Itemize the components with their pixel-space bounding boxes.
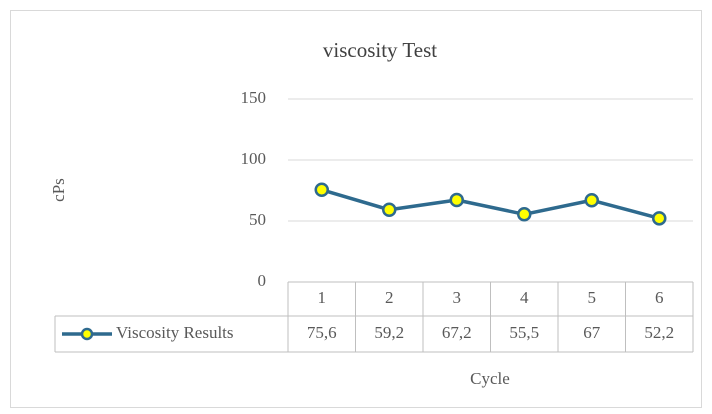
marker <box>652 211 667 226</box>
x-tick-label: 2 <box>385 288 394 307</box>
chart-title: viscosity Test <box>323 38 437 62</box>
y-tick-label: 100 <box>241 149 267 168</box>
x-tick-label: 6 <box>655 288 664 307</box>
x-tick-label: 3 <box>453 288 462 307</box>
table-value: 67,2 <box>442 323 472 342</box>
table-value: 52,2 <box>644 323 674 342</box>
x-axis-label: Cycle <box>470 369 510 388</box>
legend-label: Viscosity Results <box>116 323 234 342</box>
y-tick-label: 150 <box>241 88 267 107</box>
y-tick-label: 50 <box>249 210 266 229</box>
legend-marker <box>80 327 94 341</box>
marker <box>584 193 599 208</box>
x-tick-label: 1 <box>318 288 327 307</box>
y-axis-label: cPs <box>49 178 68 202</box>
table-value: 55,5 <box>509 323 539 342</box>
y-tick-label: 0 <box>258 271 267 290</box>
marker <box>517 207 532 222</box>
table-value: 59,2 <box>374 323 404 342</box>
x-tick-label: 4 <box>520 288 529 307</box>
marker <box>314 182 329 198</box>
table-value: 67 <box>583 323 601 342</box>
series-line <box>321 188 660 221</box>
x-tick-label: 5 <box>588 288 597 307</box>
marker <box>382 202 397 218</box>
table-value: 75,6 <box>307 323 337 342</box>
marker <box>449 192 464 208</box>
